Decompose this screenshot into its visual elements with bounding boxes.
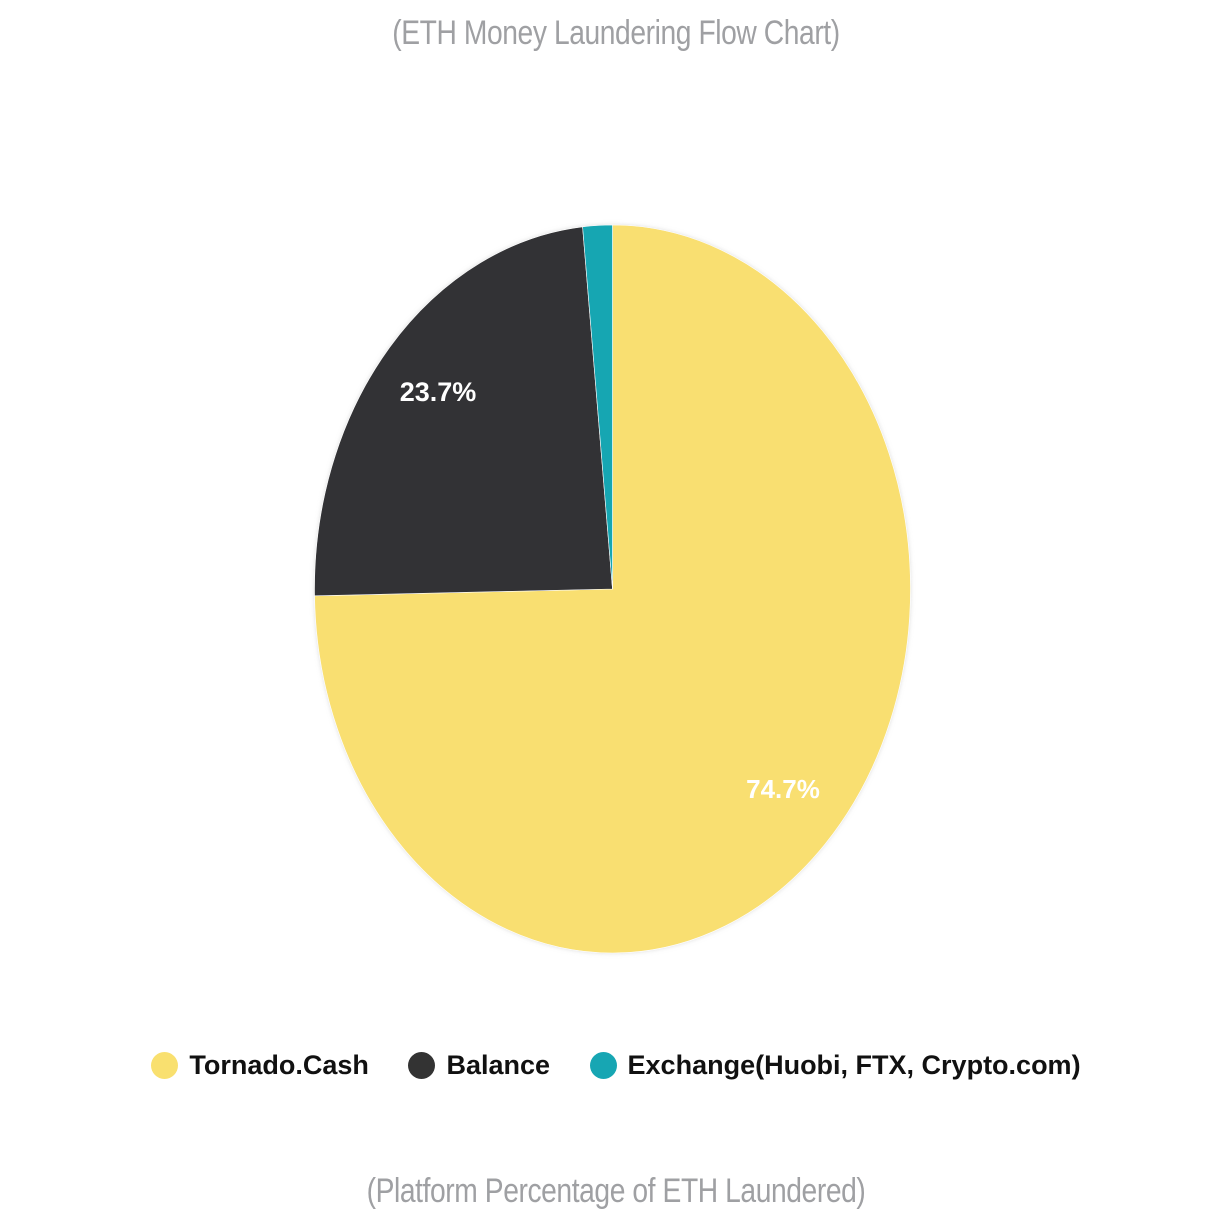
svg-text:74.7%: 74.7% (746, 774, 820, 804)
svg-text:23.7%: 23.7% (400, 377, 477, 407)
